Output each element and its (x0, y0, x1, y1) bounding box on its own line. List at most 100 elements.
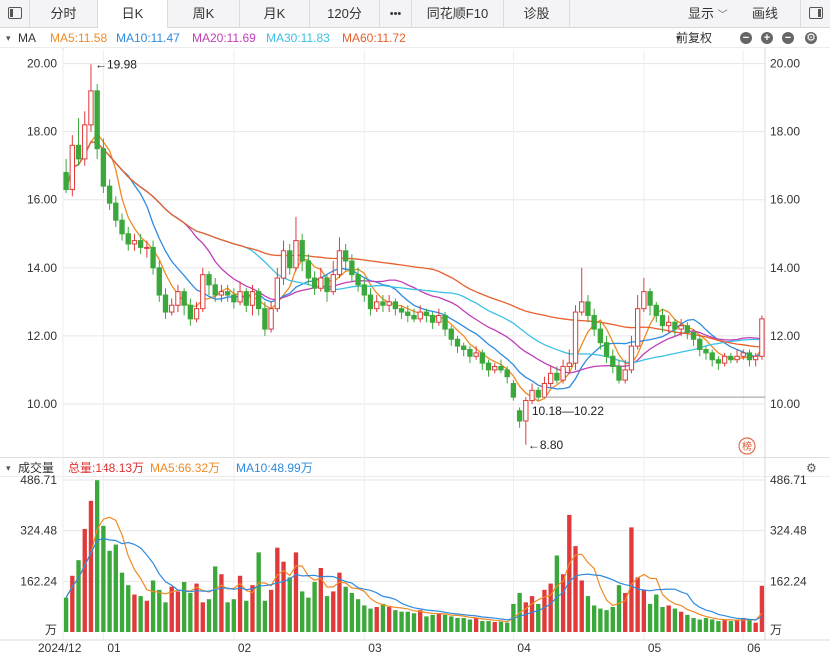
zoom-in-icon[interactable]: + (761, 32, 773, 44)
candle-body (454, 338, 461, 347)
volume-bar (579, 580, 584, 632)
range-annotation: 10.18—10.22 (532, 404, 604, 418)
price-tick-left: 14.00 (27, 261, 57, 275)
tab-fenshi[interactable]: 分时 (30, 0, 98, 28)
volume-bar (101, 525, 106, 632)
volume-bar (542, 589, 547, 632)
tab-f10[interactable]: 同花顺F10 (412, 0, 504, 28)
candle-body (429, 314, 436, 323)
adjust-chevron-icon: ▾ (676, 33, 681, 43)
volume-bar (430, 614, 435, 632)
candle-body (386, 301, 392, 306)
volume-bar (660, 607, 665, 632)
volume-settings-icon[interactable]: ⚙ (806, 461, 817, 475)
volume-bar (685, 614, 690, 632)
volume-bar (312, 582, 317, 632)
candle-body (82, 124, 88, 160)
vol-ma10-label: MA10:48.99万 (236, 461, 313, 475)
tab-day-k[interactable]: 日K (98, 0, 168, 28)
candle-body (523, 400, 529, 422)
volume-bar (486, 621, 491, 632)
volume-bar (287, 577, 292, 632)
candle-body (405, 311, 411, 316)
volume-bar (604, 610, 609, 632)
ma20-label: MA20:11.69 (192, 31, 256, 45)
candle-body (740, 352, 746, 357)
volume-bar (144, 600, 150, 632)
candle-body (541, 383, 548, 398)
candle-body (666, 321, 672, 327)
more-tabs-button[interactable]: ••• (380, 0, 412, 28)
candle-body (610, 355, 616, 368)
candle-body (262, 308, 268, 330)
panel-toggle-icon[interactable] (800, 0, 830, 28)
volume-bar (734, 619, 740, 632)
volume-bar (455, 617, 460, 632)
volume-indicator-name[interactable]: 成交量 (18, 461, 55, 475)
candle-body (212, 284, 218, 296)
volume-bar (94, 480, 100, 632)
candle-body (690, 331, 697, 340)
candle-body (622, 369, 628, 381)
minimize-icon[interactable]: − (782, 32, 794, 44)
candle-body (169, 304, 175, 313)
ma5-line (65, 132, 763, 402)
candle-body (753, 355, 759, 361)
volume-bar (107, 550, 112, 632)
tab-diagnose[interactable]: 诊股 (504, 0, 570, 28)
volume-bar (598, 608, 603, 632)
badge-icon (738, 437, 756, 455)
tab-month-k[interactable]: 月K (240, 0, 310, 28)
volume-bar (492, 622, 497, 632)
volume-tick-right: 324.48 (770, 524, 807, 538)
zoom-out-icon[interactable]: − (740, 32, 752, 44)
volume-bar (362, 605, 367, 632)
candle-body (461, 345, 467, 350)
volume-bar (511, 603, 516, 632)
ma-indicator-name[interactable]: MA (18, 31, 36, 45)
display-menu-button[interactable]: 显示 ﹀ (688, 0, 728, 28)
volume-bar (355, 599, 361, 632)
collapse-price-icon[interactable]: ▾ (6, 33, 11, 43)
candle-body (75, 144, 82, 160)
candle-body (759, 318, 765, 357)
candle-body (318, 277, 324, 289)
tab-week-k[interactable]: 周K (168, 0, 240, 28)
draw-line-button[interactable]: 画线 (752, 6, 779, 21)
candle-body (336, 250, 343, 276)
volume-bar (505, 622, 510, 632)
volume-bar (213, 566, 218, 632)
candle-body (119, 219, 125, 235)
volume-bar (560, 574, 566, 632)
candle-body (709, 352, 715, 361)
candle-body (63, 172, 69, 191)
volume-bar (268, 589, 274, 632)
candle-body (703, 348, 709, 354)
volume-bar (728, 621, 734, 632)
candle-body (721, 355, 728, 364)
ma10-line (65, 141, 763, 390)
volume-bar (703, 617, 709, 632)
candle-body (628, 345, 635, 371)
candle-body (436, 314, 442, 323)
volume-bar (200, 602, 205, 632)
collapse-volume-icon[interactable]: ▾ (6, 463, 11, 473)
price-tick-left: 16.00 (27, 193, 57, 207)
candle-body (181, 291, 187, 306)
price-tick-right: 20.00 (770, 57, 800, 71)
candle-body (485, 362, 492, 371)
candle-body (299, 240, 305, 262)
candle-body (69, 144, 75, 191)
candle-body (585, 301, 591, 316)
candle-body (187, 304, 194, 320)
volume-bar (517, 592, 522, 632)
sidebar-toggle-icon[interactable] (0, 0, 30, 28)
volume-bar (113, 544, 118, 632)
volume-bar (331, 591, 336, 632)
volume-bar (647, 603, 653, 632)
tab-120min[interactable]: 120分 (310, 0, 380, 28)
volume-bar (418, 610, 423, 632)
settings-icon[interactable]: ⚙ (805, 32, 817, 44)
price-tick-right: 14.00 (770, 261, 800, 275)
